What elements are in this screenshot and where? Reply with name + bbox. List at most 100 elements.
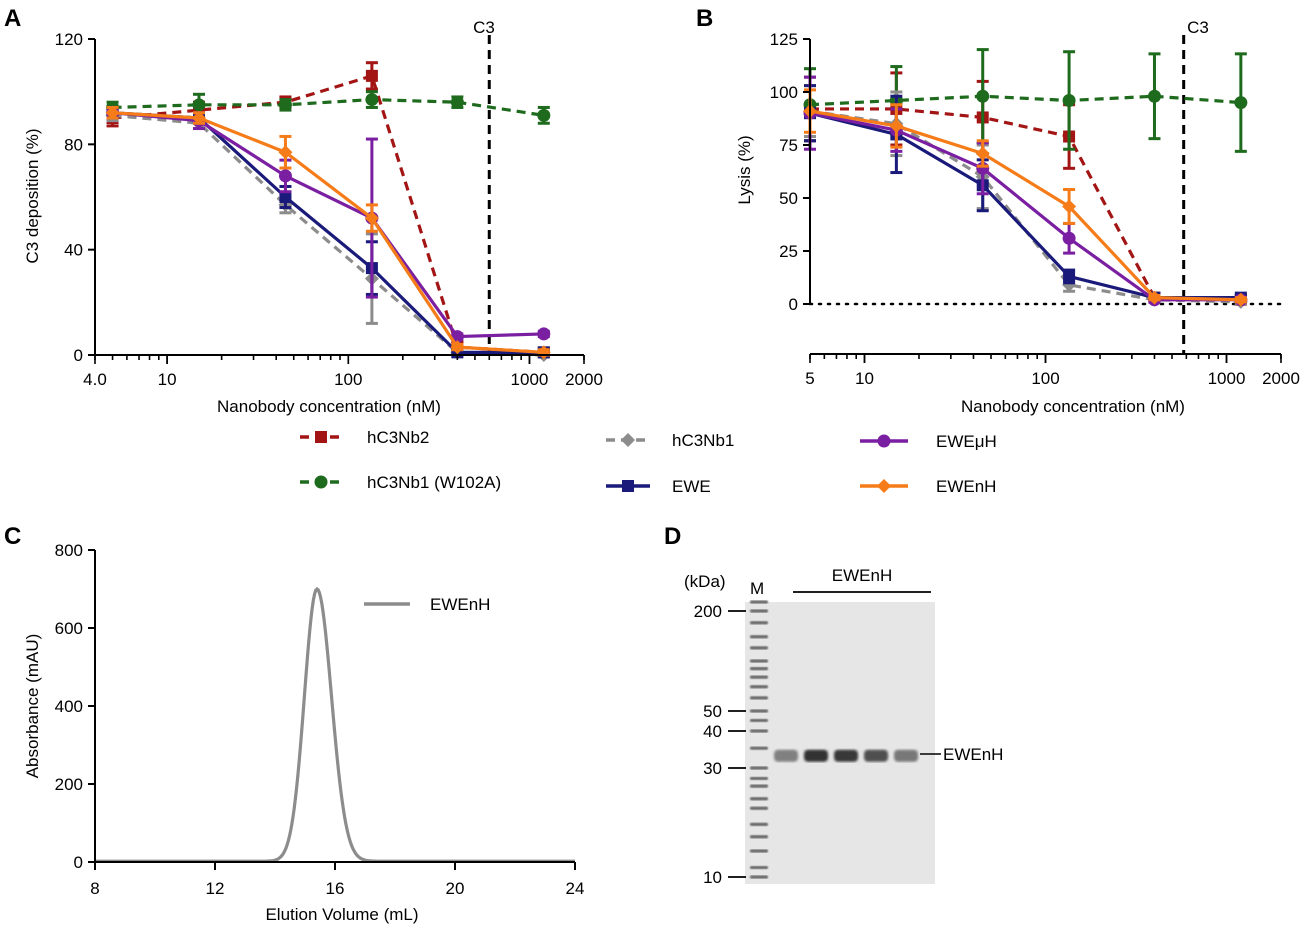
chart-a: 0 40 80 120 4.0 10 100 1000 2000 Nanobody concen…	[23, 18, 603, 416]
data-point	[1062, 231, 1076, 245]
chart-c-xlabel: Elution Volume (mL)	[265, 905, 418, 924]
x-tick-label: 1000	[1208, 369, 1246, 388]
series-ewe-h	[106, 105, 551, 344]
panel-label-c: C	[4, 523, 21, 550]
marker-label: 50	[703, 702, 722, 721]
y-tick-label: 50	[779, 189, 798, 208]
y-tick-label: 0	[74, 346, 83, 365]
data-point	[450, 95, 464, 109]
y-tick-label: 600	[55, 619, 83, 638]
series-line	[809, 109, 1241, 304]
chart-b-reference-lines	[808, 35, 1283, 354]
ladder-band	[750, 696, 768, 700]
chart-b-xlabel: Nanobody concentration (nM)	[961, 397, 1185, 416]
legend-square-marker	[315, 431, 327, 443]
y-tick-label: 100	[770, 83, 798, 102]
series-line	[112, 97, 545, 117]
data-point	[1233, 292, 1248, 307]
series-line	[809, 111, 1241, 300]
legend-label: hC3Nb1 (W102A)	[367, 473, 501, 492]
legend-item-hc3nb1-w102a: hC3Nb1 (W102A)	[300, 473, 501, 492]
series-line	[809, 109, 1241, 302]
chart-c-plot	[95, 586, 575, 863]
x-tick-label: 20	[446, 879, 465, 898]
gel-sample-bands	[774, 749, 918, 762]
ladder-band	[750, 600, 768, 604]
sample-band	[774, 749, 798, 762]
y-tick-label: 200	[55, 775, 83, 794]
x-tick-label: 16	[326, 879, 345, 898]
sample-band	[834, 749, 858, 762]
ladder-band	[750, 646, 768, 650]
ladder-band	[750, 667, 768, 671]
marker-label: 40	[703, 722, 722, 741]
gel-unit-label: (kDa)	[684, 572, 726, 591]
data-point	[365, 93, 379, 107]
legend-circle-marker	[877, 434, 891, 448]
legend-square-marker	[622, 480, 634, 492]
chart-c-ylabel: Absorbance (mAU)	[23, 634, 42, 779]
ladder-band	[750, 675, 768, 679]
ladder-band	[750, 875, 768, 879]
legend-label: EWEμH	[936, 432, 997, 451]
y-tick-label: 80	[64, 135, 83, 154]
ladder-band	[750, 835, 768, 839]
x-tick-label: 24	[566, 879, 585, 898]
data-point	[192, 111, 207, 125]
legend-circle-marker	[314, 475, 328, 489]
data-point	[278, 98, 292, 112]
ladder-band	[750, 865, 768, 870]
chart-a-series	[105, 61, 551, 362]
chart-c-legend-label: EWEnH	[430, 595, 490, 614]
ladder-band	[750, 685, 768, 689]
data-point	[537, 108, 551, 122]
series-line	[112, 111, 544, 354]
series-ewe-h	[803, 75, 1248, 307]
data-point	[450, 340, 465, 355]
chart-b-axes: 0 25 50 75 100 125 5 10 100 1000 2000	[770, 30, 1300, 388]
marker-label: 200	[694, 602, 722, 621]
ladder-band	[750, 609, 768, 613]
y-tick-label: 0	[789, 295, 798, 314]
data-point	[192, 98, 206, 112]
data-point	[1062, 93, 1076, 107]
series-line	[809, 94, 1241, 107]
legend-diamond-marker	[877, 479, 891, 493]
data-point	[1234, 96, 1248, 110]
data-point	[1147, 89, 1161, 103]
data-point	[1062, 199, 1077, 214]
y-tick-label: 25	[779, 242, 798, 261]
x-tick-label: 12	[206, 879, 225, 898]
x-tick-label: 5	[805, 369, 814, 388]
ladder-band	[750, 806, 768, 810]
y-tick-label: 75	[779, 136, 798, 155]
legend-label: EWE	[672, 477, 711, 496]
series-hc3nb2	[804, 71, 1247, 306]
x-tick-label: 2000	[1262, 369, 1300, 388]
sample-band	[894, 749, 918, 762]
series-hc3nb1	[803, 84, 1248, 309]
ladder-band	[750, 746, 768, 750]
data-point	[889, 118, 904, 133]
y-tick-label: 400	[55, 697, 83, 716]
series-line	[112, 111, 544, 339]
x-tick-label: 8	[90, 879, 99, 898]
legend-diamond-marker	[621, 433, 635, 447]
series-ewe	[106, 105, 550, 359]
legend-item-ewenh: EWEnH	[860, 477, 996, 496]
y-tick-label: 800	[55, 541, 83, 560]
series-line	[112, 111, 544, 354]
series-line	[809, 111, 1241, 302]
gel-band-label: EWEnH	[943, 745, 1003, 764]
chart-a-ylabel: C3 deposition (%)	[23, 128, 42, 263]
x-tick-label: 1000	[511, 370, 549, 389]
ladder-band	[750, 621, 768, 625]
ladder-band	[750, 797, 768, 801]
series-line	[112, 113, 544, 357]
data-point	[278, 169, 292, 183]
chart-a-xlabel: Nanobody concentration (nM)	[217, 397, 441, 416]
ladder-band	[750, 709, 768, 713]
x-tick-label: 2000	[565, 370, 603, 389]
